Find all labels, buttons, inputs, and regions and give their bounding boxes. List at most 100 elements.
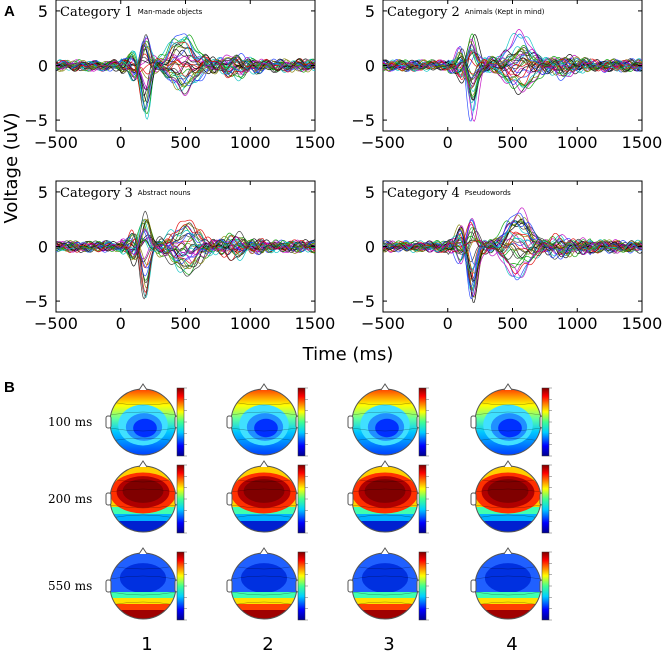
field-contour bbox=[484, 563, 532, 593]
contour-line bbox=[231, 411, 297, 416]
channel-trace-24 bbox=[383, 47, 642, 101]
channel-trace-26 bbox=[383, 212, 642, 300]
colorbar bbox=[541, 464, 550, 534]
topomap-column-label: 3 bbox=[383, 634, 394, 655]
topomap-column-label: 2 bbox=[262, 634, 273, 655]
topomap-field bbox=[475, 466, 541, 532]
contour-line bbox=[352, 427, 418, 432]
trace-group bbox=[383, 207, 642, 303]
colorbar bbox=[176, 387, 185, 457]
field-contour bbox=[119, 563, 167, 593]
contour-line bbox=[352, 437, 418, 442]
x-tick-label: 1500 bbox=[295, 314, 336, 333]
contour-line bbox=[110, 504, 176, 509]
nose-marker bbox=[138, 383, 148, 391]
colorbar bbox=[297, 551, 306, 621]
channel-trace-8 bbox=[383, 220, 642, 298]
topomap-field bbox=[475, 553, 541, 619]
contour-line bbox=[110, 437, 176, 442]
contour-line bbox=[231, 575, 297, 580]
left-ear bbox=[470, 492, 477, 506]
left-ear bbox=[470, 415, 477, 429]
topomap-field bbox=[352, 466, 418, 532]
channel-trace-25 bbox=[56, 220, 315, 268]
x-tick-label: 1000 bbox=[557, 133, 598, 152]
x-tick-label: 0 bbox=[116, 314, 126, 333]
erp-panel-3: 5 0 −5 −500 0 500 1000 1500 Category 3 Abstract n… bbox=[24, 180, 336, 333]
contour-line bbox=[475, 504, 541, 509]
colorbar bbox=[541, 387, 550, 457]
contour-line bbox=[352, 504, 418, 509]
channel-trace-32 bbox=[56, 33, 315, 95]
channel-trace-27 bbox=[56, 38, 315, 111]
y-tick-label: 0 bbox=[38, 57, 48, 76]
contour-line bbox=[352, 575, 418, 580]
topomap bbox=[470, 547, 552, 621]
contour-line bbox=[475, 411, 541, 416]
category-title: Category 1 bbox=[60, 5, 133, 20]
contour-line bbox=[352, 488, 418, 493]
colorbar bbox=[541, 551, 550, 621]
channel-trace-23 bbox=[56, 218, 315, 270]
field-contour bbox=[364, 479, 406, 503]
x-tick-label: −500 bbox=[34, 133, 78, 152]
left-ear bbox=[347, 579, 354, 593]
channel-trace-29 bbox=[56, 229, 315, 256]
y-tick-label: 5 bbox=[38, 2, 48, 21]
left-ear bbox=[105, 579, 112, 593]
category-subtitle: Abstract nouns bbox=[138, 189, 191, 197]
y-tick-label: −5 bbox=[24, 111, 48, 130]
contour-line bbox=[352, 514, 418, 519]
y-tick-label: 5 bbox=[365, 2, 375, 21]
field-contour bbox=[133, 418, 157, 438]
channel-trace-32 bbox=[56, 222, 315, 300]
contour-line bbox=[231, 488, 297, 493]
y-tick-label: 0 bbox=[365, 57, 375, 76]
shared-ylabel: Voltage (uV) bbox=[1, 112, 22, 223]
erp-panel-2: 5 0 −5 −500 0 500 1000 1500 Category 2 Animals (K… bbox=[351, 0, 662, 152]
contour-line bbox=[231, 427, 297, 432]
field-band bbox=[475, 521, 541, 532]
channel-trace-22 bbox=[56, 52, 315, 90]
contour-line bbox=[231, 591, 297, 596]
channel-trace-12 bbox=[56, 219, 315, 297]
left-ear bbox=[226, 579, 233, 593]
channel-trace-27 bbox=[383, 235, 642, 259]
topomap bbox=[470, 383, 552, 457]
y-tick-label: 0 bbox=[365, 238, 375, 257]
contour-line bbox=[231, 601, 297, 606]
panel-b-letter: B bbox=[4, 379, 15, 396]
nose-marker bbox=[380, 547, 390, 555]
colorbar bbox=[418, 551, 427, 621]
channel-trace-9 bbox=[383, 220, 642, 303]
topomap-field bbox=[110, 466, 176, 532]
topomap bbox=[226, 383, 308, 457]
channel-trace-27 bbox=[383, 45, 642, 98]
x-tick-label: 500 bbox=[497, 133, 528, 152]
topomap-column-label: 1 bbox=[141, 634, 152, 655]
left-ear bbox=[226, 492, 233, 506]
category-subtitle: Man-made objects bbox=[138, 8, 203, 16]
channel-trace-7 bbox=[56, 223, 315, 289]
field-contour bbox=[122, 479, 164, 503]
x-tick-label: −500 bbox=[361, 314, 405, 333]
left-ear bbox=[226, 415, 233, 429]
field-contour bbox=[487, 479, 529, 503]
topomap-row-label: 100 ms bbox=[48, 415, 92, 429]
left-ear bbox=[347, 492, 354, 506]
topomap bbox=[470, 460, 552, 534]
contour-line bbox=[231, 514, 297, 519]
topomap bbox=[347, 460, 429, 534]
left-ear bbox=[470, 579, 477, 593]
contour-line bbox=[110, 591, 176, 596]
erp-panel-4: 5 0 −5 −500 0 500 1000 1500 Category 4 Pseudoword… bbox=[351, 180, 662, 333]
channel-trace-31 bbox=[56, 42, 315, 87]
channel-trace-23 bbox=[383, 53, 642, 82]
topomap bbox=[105, 460, 187, 534]
channel-trace-22 bbox=[383, 29, 642, 122]
x-tick-label: 0 bbox=[443, 133, 453, 152]
topomap-field bbox=[231, 466, 297, 532]
topomap bbox=[226, 460, 308, 534]
channel-trace-28 bbox=[56, 224, 315, 293]
